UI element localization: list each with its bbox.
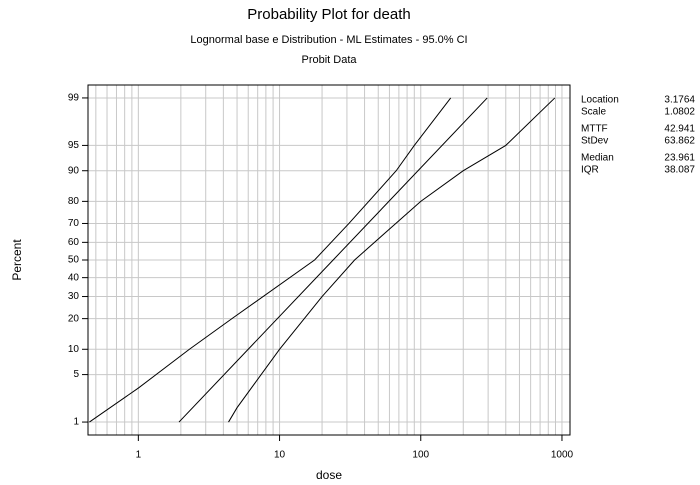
- chart-title: Probability Plot for death: [247, 6, 410, 23]
- stat-value: 42.941: [664, 124, 695, 135]
- y-tick-label: 90: [68, 165, 80, 176]
- stat-label: IQR: [581, 165, 599, 176]
- line-series: [89, 97, 452, 423]
- x-tick-label: 10: [274, 450, 286, 461]
- y-tick-label: 5: [73, 369, 79, 380]
- x-tick-label: 100: [412, 450, 429, 461]
- y-tick-label: 99: [68, 93, 80, 104]
- y-tick-label: 50: [68, 255, 80, 266]
- chart-subtitle: Probit Data: [301, 54, 357, 66]
- stat-label: Scale: [581, 107, 606, 118]
- stat-label: Location: [581, 95, 619, 106]
- y-tick-label: 80: [68, 196, 80, 207]
- line-series: [178, 97, 488, 423]
- y-tick-label: 95: [68, 140, 80, 151]
- y-tick-label: 40: [68, 272, 80, 283]
- stat-value: 3.1764: [664, 95, 695, 106]
- stat-label: Median: [581, 153, 614, 164]
- line-series: [228, 97, 556, 423]
- y-axis-label: Percent: [10, 239, 24, 281]
- x-tick-label: 1: [136, 450, 142, 461]
- y-tick-label: 30: [68, 291, 80, 302]
- chart-subtitle: Lognormal base e Distribution - ML Estim…: [190, 34, 467, 46]
- y-tick-label: 20: [68, 313, 80, 324]
- y-tick-label: 60: [68, 237, 80, 248]
- stat-value: 1.0802: [664, 107, 695, 118]
- stat-label: StDev: [581, 136, 608, 147]
- x-tick-label: 1000: [551, 450, 574, 461]
- stat-value: 38.087: [664, 165, 695, 176]
- x-axis-label: dose: [316, 468, 342, 482]
- y-tick-label: 70: [68, 218, 80, 229]
- y-tick-label: 10: [68, 344, 80, 355]
- stat-value: 23.961: [664, 153, 695, 164]
- stat-value: 63.862: [664, 136, 695, 147]
- y-tick-label: 1: [73, 417, 79, 428]
- stat-label: MTTF: [581, 124, 608, 135]
